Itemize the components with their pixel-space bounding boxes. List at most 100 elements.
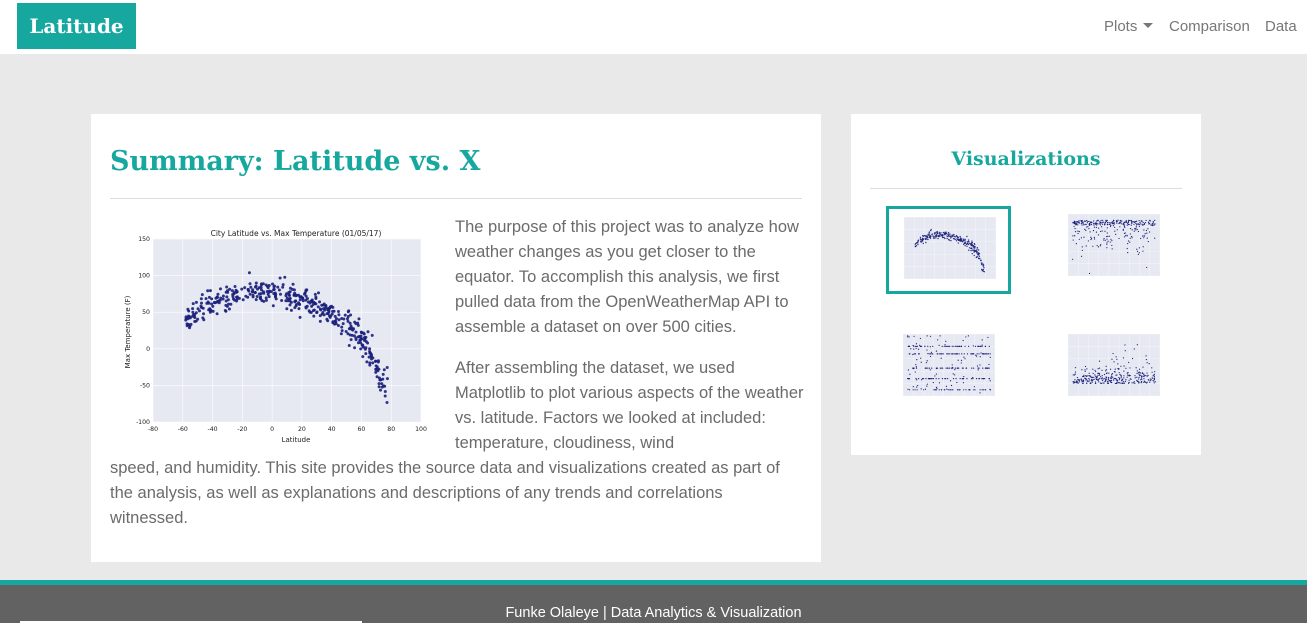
data-point (235, 290, 239, 294)
data-point (1146, 362, 1148, 364)
data-point (1092, 245, 1094, 247)
nav-plots-dropdown[interactable]: Plots (1104, 17, 1154, 37)
data-point (1128, 381, 1130, 383)
data-point (227, 307, 231, 311)
data-point (1151, 367, 1153, 369)
data-point (1088, 380, 1090, 383)
data-point (1086, 368, 1088, 370)
data-point (194, 319, 198, 323)
data-point (1089, 382, 1091, 385)
data-point (952, 234, 954, 236)
x-tick-label: 0 (270, 426, 274, 433)
data-point (918, 353, 920, 355)
data-point (922, 238, 925, 241)
data-point (929, 346, 931, 348)
thumbnail-cloudiness[interactable] (886, 326, 1011, 414)
thumbnail-max-temperature[interactable] (886, 206, 1011, 294)
data-point (922, 378, 925, 380)
data-point (1086, 382, 1088, 384)
data-point (1123, 377, 1125, 379)
data-point (1143, 237, 1145, 239)
data-point (983, 353, 985, 355)
data-point (1111, 248, 1113, 250)
data-point (1153, 373, 1156, 375)
data-point (1103, 382, 1105, 384)
data-point (1116, 381, 1118, 383)
data-point (987, 336, 989, 339)
thumbnail-wind-speed[interactable] (1051, 326, 1176, 414)
data-point (1146, 372, 1148, 374)
data-point (1144, 380, 1146, 383)
data-point (219, 296, 223, 300)
data-point (283, 275, 287, 279)
data-point (928, 367, 931, 369)
data-point (240, 287, 244, 291)
data-point (980, 352, 982, 354)
data-point (939, 335, 941, 337)
data-point (1091, 237, 1093, 240)
caret-down-icon (1143, 23, 1154, 28)
data-point (913, 353, 915, 355)
data-point (1143, 223, 1146, 225)
data-point (1127, 240, 1130, 242)
data-point (194, 300, 198, 304)
data-point (1152, 222, 1154, 224)
data-point (920, 240, 922, 243)
data-point (977, 249, 980, 251)
data-point (364, 346, 368, 350)
data-point (376, 359, 380, 363)
data-point (953, 345, 955, 347)
data-point (196, 307, 200, 311)
divider (110, 198, 802, 199)
data-point (347, 327, 351, 331)
data-point (956, 381, 958, 384)
data-point (979, 389, 981, 391)
data-point (221, 294, 225, 298)
data-point (1105, 376, 1107, 378)
data-point (941, 378, 944, 380)
thumbnail-humidity[interactable] (1051, 206, 1176, 294)
data-point (1094, 222, 1096, 225)
data-point (318, 314, 322, 318)
data-point (288, 290, 292, 294)
data-point (989, 389, 991, 391)
data-point (961, 353, 963, 355)
data-point (947, 231, 950, 234)
data-point (1111, 374, 1113, 376)
data-point (368, 347, 372, 351)
data-point (917, 378, 920, 380)
data-point (979, 345, 981, 347)
data-point (223, 308, 227, 312)
data-point (979, 364, 981, 366)
data-point (1139, 224, 1141, 226)
data-point (318, 319, 322, 323)
data-point (928, 353, 930, 355)
data-point (982, 378, 985, 380)
data-point (1086, 222, 1088, 224)
data-point (943, 345, 945, 347)
data-point (321, 310, 325, 314)
data-point (298, 295, 302, 299)
data-point (1106, 221, 1109, 224)
data-point (377, 367, 381, 371)
nav-data-link[interactable]: Data (1265, 18, 1297, 35)
data-point (957, 389, 959, 391)
data-point (907, 335, 909, 337)
data-point (1109, 241, 1111, 243)
data-point (919, 344, 921, 346)
data-point (1096, 375, 1098, 378)
data-point (272, 285, 276, 289)
nav-comparison-link[interactable]: Comparison (1169, 18, 1250, 35)
data-point (926, 335, 928, 337)
data-point (1104, 377, 1106, 380)
summary-paragraph-2-wrapped: After assembling the dataset, we used Ma… (455, 359, 804, 452)
data-point (1140, 237, 1142, 240)
data-point (1081, 246, 1083, 248)
summary-scatter-chart[interactable]: City Latitude vs. Max Temperature (01/05… (120, 224, 432, 446)
data-point (910, 348, 912, 350)
brand-logo[interactable]: Latitude (17, 3, 136, 49)
data-point (382, 368, 386, 372)
data-point (932, 381, 934, 384)
data-point (921, 378, 924, 380)
data-point (925, 367, 928, 369)
